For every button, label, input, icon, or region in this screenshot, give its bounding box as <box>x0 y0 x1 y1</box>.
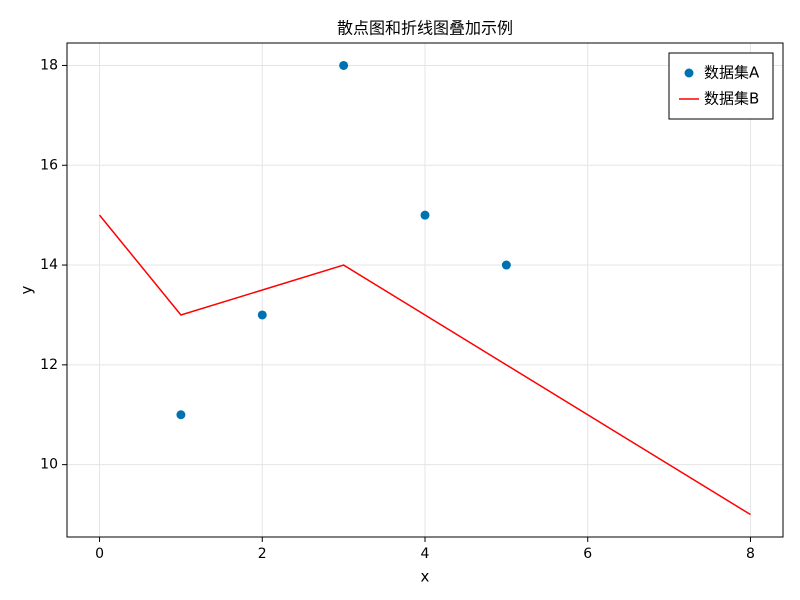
y-tick-label: 10 <box>40 457 58 473</box>
legend-swatch <box>684 68 694 78</box>
x-tick-label: 0 <box>95 546 104 562</box>
y-tick-label: 18 <box>40 57 58 73</box>
point <box>501 260 511 270</box>
x-tick-label: 4 <box>421 546 430 562</box>
x-axis-label: x <box>421 568 430 586</box>
legend-label: 数据集B <box>704 90 759 108</box>
chart-title: 散点图和折线图叠加示例 <box>337 19 513 38</box>
line <box>98 214 751 516</box>
y-axis-label: y <box>18 285 36 294</box>
point <box>339 60 349 70</box>
legend-box <box>668 52 774 120</box>
point <box>176 410 186 420</box>
x-tick-label: 6 <box>583 546 592 562</box>
point <box>420 210 430 220</box>
y-tick-label: 16 <box>40 157 58 173</box>
legend-label: 数据集A <box>704 64 760 82</box>
y-tick-label: 12 <box>40 357 58 373</box>
plot-frame <box>66 42 784 538</box>
y-tick-label: 14 <box>40 257 58 273</box>
x-tick-label: 2 <box>258 546 267 562</box>
point <box>257 310 267 320</box>
x-tick-label: 8 <box>746 546 755 562</box>
